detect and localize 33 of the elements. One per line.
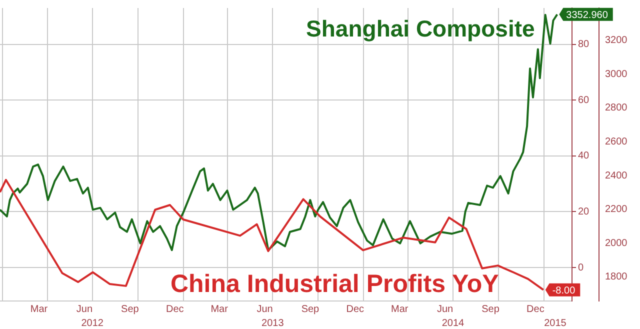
x2-tick-label: 2015	[544, 318, 567, 329]
legend-label: Shanghai Composite	[306, 15, 535, 42]
legend-label: China Industrial Profits YoY	[170, 270, 500, 298]
x-tick-label: Mar	[390, 304, 409, 315]
x-tick-label: Sep	[121, 304, 140, 315]
y2-tick-label: 2600	[605, 136, 628, 148]
data-label: -8.00	[552, 286, 576, 297]
x2-tick-label: 2012	[81, 318, 104, 329]
x-tick-label: Sep	[301, 304, 320, 315]
y2-tick-label: 3200	[605, 35, 628, 46]
x-tick-label: Mar	[210, 304, 229, 315]
x-tick-label: Dec	[526, 304, 544, 315]
x-tick-label: Dec	[166, 304, 184, 315]
x2-tick-label: 2013	[262, 318, 284, 329]
y2-tick-label: 2000	[605, 238, 628, 249]
x-tick-label: Sep	[482, 304, 500, 315]
y-tick-label: 60	[578, 94, 590, 106]
y-tick-label: 40	[578, 150, 590, 162]
x2-tick-label: 2014	[442, 318, 465, 329]
y2-tick-label: 1800	[605, 272, 628, 283]
x-tick-label: Dec	[346, 304, 364, 315]
x-tick-label: Jun	[76, 304, 93, 315]
y-tick-label: 0	[578, 262, 584, 274]
y-tick-label: 80	[578, 39, 590, 50]
x-tick-label: Mar	[30, 304, 48, 315]
y2-tick-label: 2400	[605, 170, 628, 182]
x-tick-label: Jun	[436, 304, 454, 315]
y-tick-label: 20	[578, 206, 590, 218]
y2-tick-label: 3000	[605, 68, 628, 80]
y2-tick-label: 2200	[605, 204, 628, 216]
x-tick-label: Jun	[256, 304, 273, 315]
y2-tick-label: 2800	[605, 102, 628, 114]
data-label: 3352.960	[566, 10, 608, 22]
